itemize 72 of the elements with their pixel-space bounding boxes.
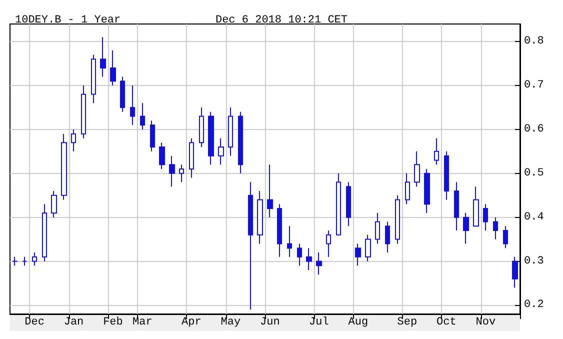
candlestick	[110, 50, 116, 86]
candlestick	[189, 138, 194, 178]
x-tick-label: Dec	[24, 316, 44, 328]
x-tick-label: Apr	[182, 316, 202, 328]
candlestick	[81, 85, 86, 139]
x-tick-label: Jan	[64, 316, 84, 328]
chart-subtitle: Dec 6 2018 10:21 CET	[215, 14, 348, 26]
candlestick	[42, 204, 47, 262]
candlestick	[71, 128, 76, 152]
candlestick	[61, 133, 67, 200]
candlestick	[159, 142, 165, 170]
candlestick	[424, 168, 430, 214]
candlestick	[336, 172, 341, 236]
candlestick	[248, 182, 253, 310]
candlestick	[228, 106, 233, 156]
candlestick	[454, 182, 459, 232]
candlestick	[120, 76, 125, 112]
candlestick	[91, 54, 96, 104]
x-tick-label: Nov	[476, 316, 496, 328]
candlestick	[444, 150, 449, 200]
candlestick	[257, 190, 263, 244]
candlestick	[238, 111, 243, 174]
candlestick	[297, 243, 302, 266]
candlestick	[51, 190, 57, 218]
candlestick	[355, 243, 361, 266]
x-tick-label: Jun	[260, 316, 280, 328]
candlestick	[100, 36, 106, 78]
y-tick-label: 0.2	[524, 299, 544, 312]
candlestick	[346, 182, 351, 227]
candlestick	[434, 138, 439, 166]
candlestick	[140, 102, 145, 130]
candlestick	[375, 212, 380, 244]
y-tick-label: 0.8	[524, 36, 544, 48]
candlestick	[130, 85, 135, 126]
x-tick-label: Jul	[309, 316, 329, 328]
candlestick	[287, 226, 292, 258]
candlestick	[218, 138, 224, 166]
candlestick	[316, 252, 322, 275]
candlestick	[405, 172, 410, 205]
candlestick	[150, 120, 155, 152]
y-tick-label: 0.7	[524, 80, 544, 92]
x-tick-label: Sep	[397, 316, 418, 328]
candlestick	[385, 221, 390, 253]
y-tick-label: 0.3	[524, 255, 544, 268]
x-tick-label: May	[220, 316, 241, 328]
y-tick-label: 0.4	[524, 211, 544, 224]
x-tick-label: Feb	[103, 316, 123, 328]
y-tick-label: 0.5	[524, 167, 544, 180]
candlestick	[503, 226, 508, 249]
candlestick	[473, 186, 479, 227]
candlestick	[179, 164, 184, 183]
candlestick	[199, 106, 204, 148]
candlestick	[395, 194, 400, 244]
candlestick	[267, 164, 273, 218]
candlestick	[208, 111, 214, 166]
candlestick	[493, 216, 498, 240]
x-tick-label: Oct	[436, 316, 456, 328]
candlestick	[414, 150, 420, 188]
chart-title: 10DEY.B - 1 Year	[15, 14, 121, 26]
x-tick-label: Aug	[348, 316, 368, 328]
candlestick	[463, 212, 469, 244]
candlestick	[306, 248, 312, 271]
candlestick	[22, 256, 27, 266]
candlestick	[483, 204, 488, 232]
candlestick	[12, 256, 18, 266]
candlestick	[169, 155, 175, 188]
candlestick	[326, 230, 331, 258]
candlestick	[365, 234, 371, 262]
y-tick-label: 0.6	[524, 123, 544, 136]
candlestick	[277, 204, 282, 258]
candlestick	[32, 252, 37, 266]
x-tick-label: Mar	[132, 316, 152, 328]
